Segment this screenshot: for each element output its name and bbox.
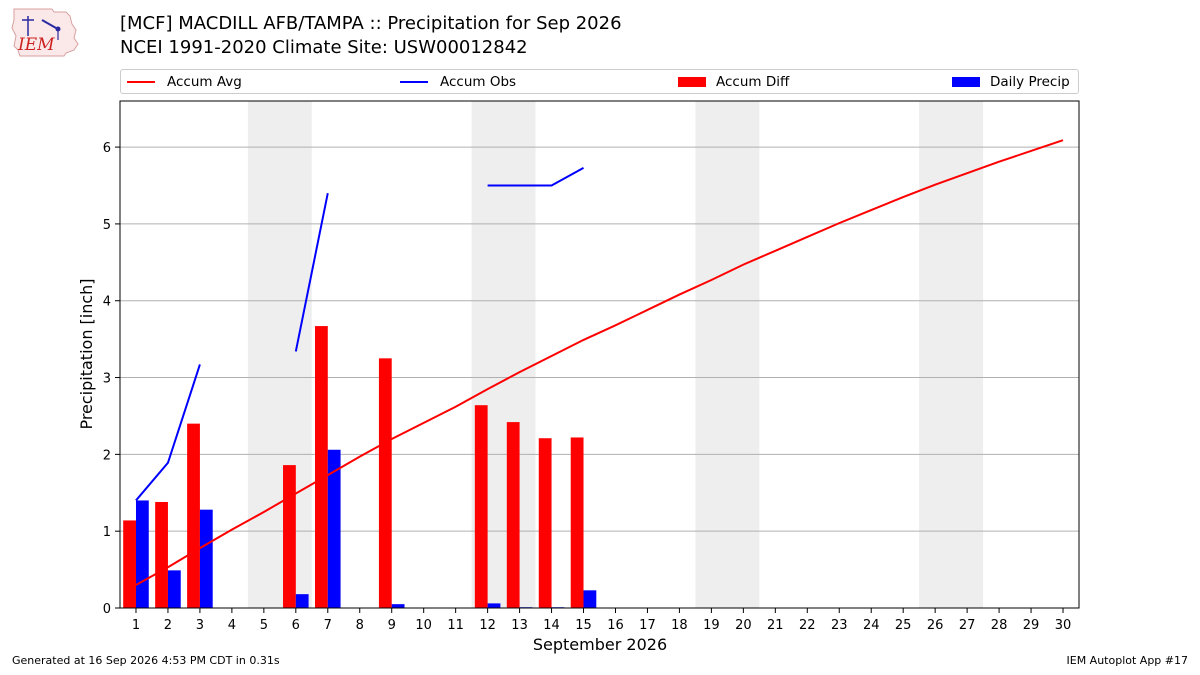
x-tick-label-22: 22 xyxy=(799,618,816,633)
x-tick-label-5: 5 xyxy=(260,618,268,633)
x-tick-label-1: 1 xyxy=(132,618,140,633)
x-tick-label-7: 7 xyxy=(324,618,332,633)
legend-item-accum-obs: Accum Obs xyxy=(400,73,516,91)
x-tick-label-4: 4 xyxy=(228,618,236,633)
daily-precip-bar-12 xyxy=(487,603,501,608)
daily-precip-bar-7 xyxy=(327,449,341,608)
legend-swatch-daily-precip xyxy=(952,77,980,87)
series-lines xyxy=(135,139,1064,586)
x-tick-label-26: 26 xyxy=(927,618,944,633)
x-tick-label-14: 14 xyxy=(543,618,560,633)
x-tick-label-18: 18 xyxy=(671,618,688,633)
x-tick-label-25: 25 xyxy=(895,618,912,633)
x-tick-label-24: 24 xyxy=(863,618,880,633)
x-tick-label-27: 27 xyxy=(959,618,976,633)
daily-precip-bar-9 xyxy=(391,604,405,608)
legend-swatch-accum-obs xyxy=(400,81,428,83)
accum-diff-bar-12 xyxy=(474,405,488,608)
x-tick-label-23: 23 xyxy=(831,618,848,633)
legend-swatch-accum-diff xyxy=(678,77,706,87)
x-tick-label-17: 17 xyxy=(639,618,656,633)
accum-obs-line-segment-1 xyxy=(135,364,201,502)
accum-diff-bar-14 xyxy=(538,438,552,608)
y-tick-label-0: 0 xyxy=(103,602,111,617)
iem-logo-icon: IEM xyxy=(11,8,79,57)
weekend-band-26-27 xyxy=(919,101,984,608)
weekend-bands xyxy=(247,101,984,608)
legend-item-accum-avg: Accum Avg xyxy=(127,73,242,91)
accum-diff-bar-1 xyxy=(123,520,136,608)
x-tick-label-12: 12 xyxy=(479,618,496,633)
accum-diff-bar-3 xyxy=(187,423,200,608)
daily-precip-bar-2 xyxy=(167,570,181,608)
x-tick-label-13: 13 xyxy=(511,618,528,633)
legend-label-accum-obs: Accum Obs xyxy=(440,74,517,90)
y-tick-label-2: 2 xyxy=(103,448,111,463)
chart-legend: Accum Avg Accum Obs Accum Diff Daily Pre… xyxy=(120,69,1079,94)
accum-diff-bar-7 xyxy=(314,326,328,608)
daily-precip-bar-1 xyxy=(135,500,149,608)
accum-diff-bar-15 xyxy=(570,437,584,608)
x-tick-label-11: 11 xyxy=(447,618,464,633)
daily-precip-bar-15 xyxy=(583,590,597,608)
x-tick-label-20: 20 xyxy=(735,618,752,633)
weekend-band-5-6 xyxy=(247,101,312,608)
y-tick-label-1: 1 xyxy=(103,525,111,540)
legend-swatch-accum-avg xyxy=(127,81,155,83)
y-tick-label-6: 6 xyxy=(103,141,111,156)
x-tick-label-8: 8 xyxy=(356,618,364,633)
bars xyxy=(123,326,597,609)
daily-precip-bar-13 xyxy=(519,607,533,609)
legend-item-daily-precip: Daily Precip xyxy=(952,73,1070,91)
legend-item-accum-diff: Accum Diff xyxy=(678,73,789,91)
weekend-band-19-20 xyxy=(695,101,760,608)
x-tick-label-2: 2 xyxy=(164,618,172,633)
x-tick-label-15: 15 xyxy=(575,618,592,633)
plot-frame xyxy=(119,100,1080,609)
accum-diff-bar-2 xyxy=(155,501,168,608)
logo-text: IEM xyxy=(17,35,55,55)
legend-label-accum-diff: Accum Diff xyxy=(716,74,790,90)
x-tick-label-9: 9 xyxy=(388,618,396,633)
x-tick-label-29: 29 xyxy=(1023,618,1040,633)
app-footer: IEM Autoplot App #17 xyxy=(1066,654,1189,667)
x-tick-label-6: 6 xyxy=(292,618,300,633)
accum-obs-line-segment-3 xyxy=(487,166,585,187)
chart-title: [MCF] MACDILL AFB/TAMPA :: Precipitation… xyxy=(120,13,622,34)
chart-subtitle: NCEI 1991-2020 Climate Site: USW00012842 xyxy=(120,37,528,58)
daily-precip-bar-3 xyxy=(199,509,213,608)
daily-precip-bar-14 xyxy=(551,607,565,609)
accum-diff-bar-9 xyxy=(378,358,392,608)
x-tick-label-10: 10 xyxy=(415,618,432,633)
daily-precip-bar-6 xyxy=(295,594,309,608)
x-tick-label-19: 19 xyxy=(703,618,720,633)
generated-footer: Generated at 16 Sep 2026 4:53 PM CDT in … xyxy=(12,654,280,667)
x-axis-label: September 2026 xyxy=(533,635,667,654)
y-axis-label: Precipitation [inch] xyxy=(77,278,96,429)
y-gridlines xyxy=(120,146,1079,609)
y-tick-label-4: 4 xyxy=(103,295,111,310)
weekend-band-12-13 xyxy=(471,101,536,608)
legend-label-daily-precip: Daily Precip xyxy=(990,74,1070,90)
accum-diff-bar-13 xyxy=(506,422,520,608)
accum-obs-line-segment-2 xyxy=(294,192,329,352)
legend-label-accum-avg: Accum Avg xyxy=(167,74,242,90)
y-tick-label-5: 5 xyxy=(103,218,111,233)
x-tick-label-21: 21 xyxy=(767,618,784,633)
accum-diff-bar-6 xyxy=(283,465,296,608)
x-tick-label-3: 3 xyxy=(196,618,204,633)
x-tick-label-30: 30 xyxy=(1055,618,1072,633)
accum-avg-line xyxy=(135,139,1064,586)
y-tick-label-3: 3 xyxy=(103,372,111,387)
x-tick-label-16: 16 xyxy=(607,618,624,633)
x-tick-label-28: 28 xyxy=(991,618,1008,633)
